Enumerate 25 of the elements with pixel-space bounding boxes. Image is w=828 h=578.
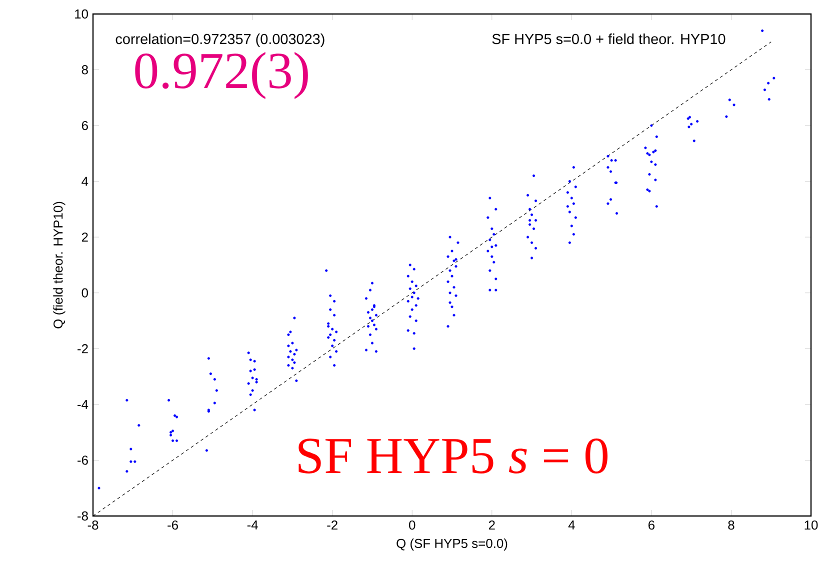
y-tick-label: 0 [82, 288, 88, 298]
y-tick-label: 10 [75, 9, 88, 19]
y-tick-label: 4 [82, 176, 88, 186]
x-tick-label: 2 [488, 520, 495, 530]
x-tick-label: 8 [728, 520, 734, 530]
x-tick-label: -4 [247, 520, 258, 530]
y-tick-label: -6 [78, 456, 88, 465]
annotation: 0.972(3) [135, 52, 308, 100]
annotation: SF HYP5 s=0.0 + field theor. HYP10 [492, 34, 726, 44]
x-tick-label: -2 [327, 520, 338, 530]
annotation: SF HYP5 s = 0 [298, 438, 608, 474]
y-tick-label: 6 [82, 120, 88, 130]
x-tick-label: -6 [168, 520, 178, 530]
x-axis-title: Q (SF HYP5 s=0.0) [396, 538, 508, 551]
y-tick-label: -4 [78, 400, 88, 409]
x-tick-label: 4 [568, 520, 575, 530]
x-tick-label: 10 [804, 520, 818, 530]
y-tick-label: 2 [82, 232, 88, 242]
y-tick-label: 8 [82, 65, 88, 74]
x-tick-label: 0 [409, 520, 416, 530]
annotation: correlation=0.972357 (0.003023) [116, 34, 324, 47]
x-tick-label: 6 [648, 520, 654, 530]
y-axis-title: Q (field theor. HYP10) [53, 202, 66, 328]
y-tick-label: -2 [78, 344, 88, 354]
y-tick-label: -8 [78, 511, 88, 521]
